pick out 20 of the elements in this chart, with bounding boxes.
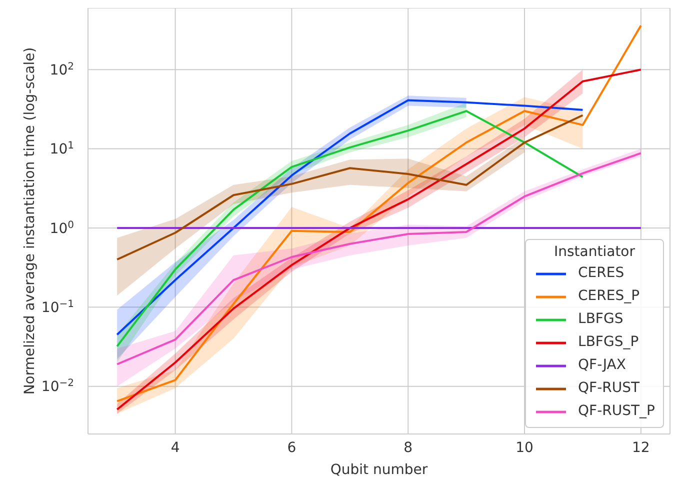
legend-label: LBFGS_P: [578, 333, 639, 352]
x-tick-label: 8: [404, 440, 413, 456]
y-axis-title: Normelized average instantiation time (log-scale): [22, 47, 38, 395]
legend-label: CERES: [578, 264, 624, 283]
legend-label: QF-JAX: [578, 356, 626, 375]
legend-label: CERES_P: [578, 287, 640, 306]
legend-title: Instantiator: [553, 244, 636, 260]
y-tick-label: 10$^{0}$: [50, 219, 74, 237]
legend-label: QF-RUST: [578, 379, 640, 398]
legend-label: LBFGS: [578, 310, 624, 329]
x-axis-title: Qubit number: [330, 462, 428, 478]
x-tick-label: 4: [170, 440, 180, 456]
y-tick-label: 10$^{−1}$: [41, 298, 74, 316]
legend-label: QF-RUST_P: [578, 402, 655, 421]
y-tick-label: 10$^{1}$: [50, 140, 74, 158]
x-tick-label: 10: [516, 440, 534, 456]
y-tick-label: 10$^{2}$: [50, 61, 74, 79]
y-tick-label: 10$^{−2}$: [41, 378, 74, 396]
x-tick-label: 12: [632, 440, 650, 456]
x-tick-label: 6: [287, 440, 296, 456]
